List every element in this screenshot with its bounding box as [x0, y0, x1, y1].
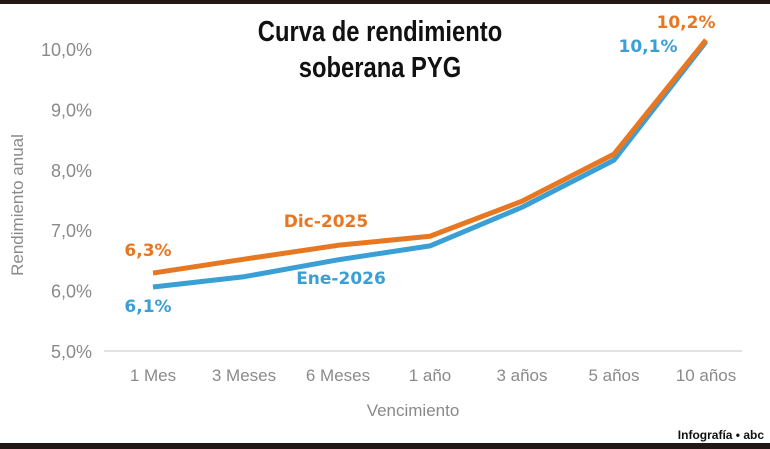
- series-name-label: Ene-2026: [296, 269, 386, 289]
- series-line-ene-2026: [152, 40, 708, 290]
- x-tick-label: 6 Meses: [306, 366, 370, 385]
- y-tick-label: 7,0%: [51, 221, 92, 241]
- y-tick-label: 5,0%: [51, 342, 92, 362]
- bottom-border: [0, 443, 770, 449]
- title-line-1: Curva de rendimiento: [257, 16, 503, 48]
- data-label-end: 10,1%: [619, 37, 678, 57]
- x-tick-label: 10 años: [676, 366, 737, 385]
- x-tick-label: 5 años: [588, 366, 639, 385]
- x-axis-label: Vencimiento: [367, 401, 460, 420]
- title-line-2: soberana PYG: [298, 52, 462, 84]
- chart-title: Curva de rendimiento soberana PYG: [224, 14, 536, 86]
- x-tick-label: 1 Mes: [130, 366, 176, 385]
- y-tick-label: 9,0%: [51, 100, 92, 120]
- x-tick-label: 1 año: [409, 366, 452, 385]
- y-tick-label: 10,0%: [41, 40, 92, 60]
- y-tick-label: 8,0%: [51, 161, 92, 181]
- credit-logo: Infografía • abc: [677, 428, 764, 442]
- series-line-dic-2025: [152, 38, 708, 276]
- y-tick-label: 6,0%: [51, 282, 92, 302]
- x-tick-label: 3 años: [496, 366, 547, 385]
- x-tick-label: 3 Meses: [212, 366, 276, 385]
- series-name-label: Dic-2025: [284, 212, 368, 232]
- y-axis-label: Rendimiento anual: [8, 134, 27, 276]
- data-label-end: 10,2%: [657, 13, 716, 33]
- data-label-start: 6,3%: [124, 241, 171, 261]
- top-border: [0, 0, 770, 4]
- data-label-start: 6,1%: [124, 297, 171, 317]
